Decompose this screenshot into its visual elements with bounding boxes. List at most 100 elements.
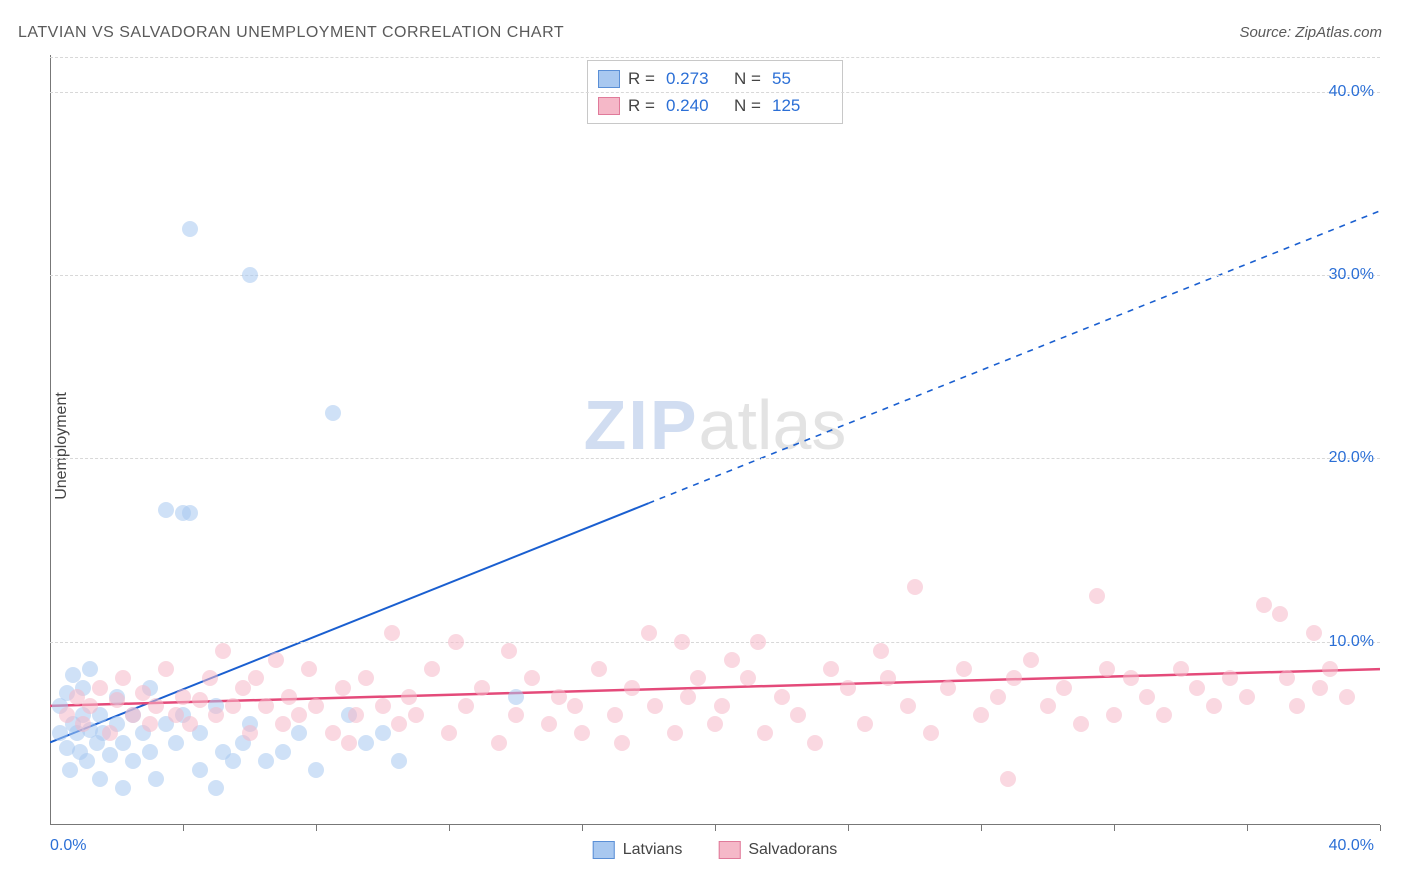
data-point (308, 762, 324, 778)
data-point (1322, 661, 1338, 677)
data-point (857, 716, 873, 732)
r-value-salvadorans: 0.240 (666, 92, 726, 119)
data-point (242, 725, 258, 741)
data-point (424, 661, 440, 677)
data-point (757, 725, 773, 741)
x-tick (582, 825, 583, 831)
x-tick (715, 825, 716, 831)
data-point (807, 735, 823, 751)
data-point (1123, 670, 1139, 686)
data-point (1173, 661, 1189, 677)
data-point (1189, 680, 1205, 696)
data-point (242, 267, 258, 283)
data-point (1306, 625, 1322, 641)
data-point (225, 753, 241, 769)
data-point (1156, 707, 1172, 723)
data-point (384, 625, 400, 641)
y-tick-label: 10.0% (1329, 633, 1374, 651)
data-point (275, 744, 291, 760)
data-point (900, 698, 916, 714)
data-point (168, 735, 184, 751)
data-point (281, 689, 297, 705)
n-label: N = (734, 65, 764, 92)
data-point (268, 652, 284, 668)
data-point (840, 680, 856, 696)
data-point (175, 689, 191, 705)
data-point (258, 753, 274, 769)
data-point (79, 753, 95, 769)
data-point (92, 680, 108, 696)
gridline (50, 57, 1380, 58)
data-point (82, 661, 98, 677)
data-point (647, 698, 663, 714)
data-point (62, 762, 78, 778)
data-point (674, 634, 690, 650)
data-point (973, 707, 989, 723)
data-point (142, 744, 158, 760)
x-tick (1247, 825, 1248, 831)
watermark-zip: ZIP (584, 386, 699, 464)
gridline (50, 642, 1380, 643)
legend-item-salvadorans: Salvadorans (718, 841, 837, 859)
data-point (441, 725, 457, 741)
data-point (707, 716, 723, 732)
y-tick-label: 40.0% (1329, 83, 1374, 101)
data-point (158, 502, 174, 518)
data-point (667, 725, 683, 741)
data-point (115, 670, 131, 686)
data-point (348, 707, 364, 723)
data-point (591, 661, 607, 677)
x-tick (1380, 825, 1381, 831)
data-point (1239, 689, 1255, 705)
y-tick-label: 20.0% (1329, 449, 1374, 467)
watermark: ZIPatlas (584, 385, 847, 465)
data-point (491, 735, 507, 751)
data-point (1040, 698, 1056, 714)
data-point (208, 707, 224, 723)
data-point (391, 716, 407, 732)
data-point (1279, 670, 1295, 686)
data-point (109, 692, 125, 708)
data-point (474, 680, 490, 696)
data-point (690, 670, 706, 686)
n-value-salvadorans: 125 (772, 92, 832, 119)
data-point (59, 707, 75, 723)
data-point (391, 753, 407, 769)
data-point (135, 685, 151, 701)
data-point (990, 689, 1006, 705)
data-point (458, 698, 474, 714)
data-point (774, 689, 790, 705)
data-point (1256, 597, 1272, 613)
x-tick (316, 825, 317, 831)
x-axis-end-label: 40.0% (1329, 837, 1374, 855)
data-point (192, 692, 208, 708)
data-point (248, 670, 264, 686)
gridline (50, 458, 1380, 459)
data-point (92, 771, 108, 787)
data-point (541, 716, 557, 732)
data-point (75, 716, 91, 732)
data-point (1339, 689, 1355, 705)
data-point (148, 771, 164, 787)
n-label: N = (734, 92, 764, 119)
data-point (358, 735, 374, 751)
data-point (740, 670, 756, 686)
data-point (202, 670, 218, 686)
legend-label-salvadorans: Salvadorans (748, 841, 837, 859)
data-point (375, 725, 391, 741)
data-point (208, 780, 224, 796)
scatter-chart: ZIPatlas R = 0.273 N = 55 R = 0.240 N = … (50, 55, 1380, 825)
data-point (82, 698, 98, 714)
data-point (750, 634, 766, 650)
data-point (624, 680, 640, 696)
data-point (301, 661, 317, 677)
data-point (215, 643, 231, 659)
data-point (401, 689, 417, 705)
data-point (1006, 670, 1022, 686)
legend-swatch-latvians (593, 841, 615, 859)
data-point (182, 505, 198, 521)
x-tick (981, 825, 982, 831)
data-point (158, 661, 174, 677)
data-point (790, 707, 806, 723)
data-point (142, 716, 158, 732)
